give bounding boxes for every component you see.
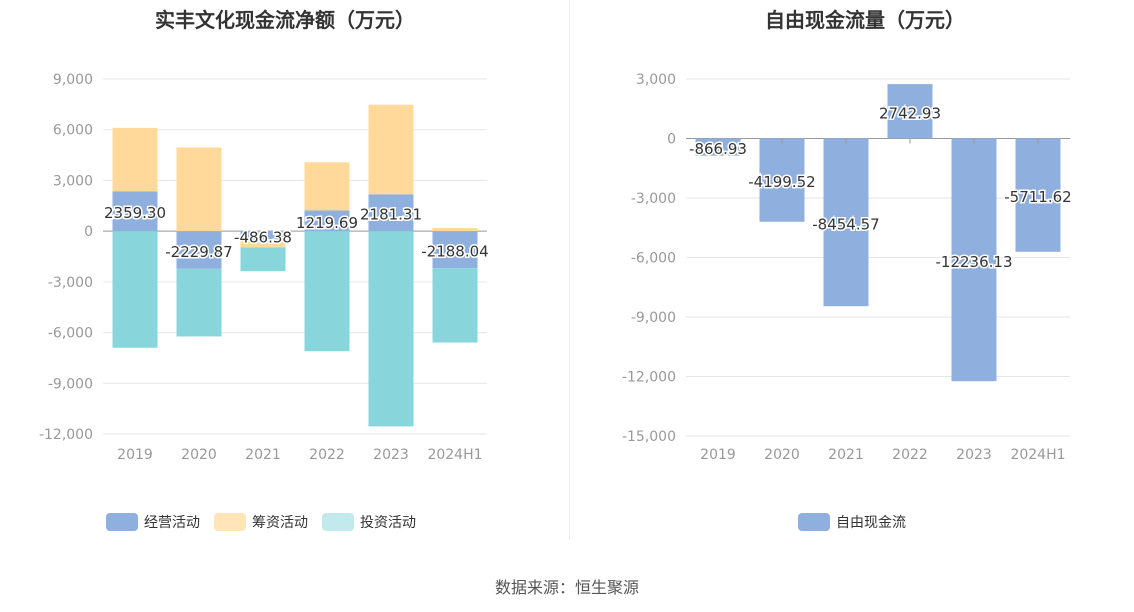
left-y-tick-label: -3,000 xyxy=(48,275,93,291)
legend-swatch-investing xyxy=(322,513,354,531)
legend-item-operating[interactable]: 经营活动 xyxy=(106,512,200,532)
left-y-tick-label: 6,000 xyxy=(53,123,93,139)
right-bar xyxy=(823,138,869,307)
left-bar-segment xyxy=(368,194,414,232)
data-source: 数据来源：恒生聚源 xyxy=(494,578,639,597)
left-bar-segment xyxy=(304,231,350,352)
legend-item-free-cash-flow[interactable]: 自由现金流 xyxy=(798,512,906,532)
left-x-tick-label: 2019 xyxy=(117,447,153,463)
right-x-tick-label: 2024H1 xyxy=(1010,447,1065,463)
left-y-tick-label: -9,000 xyxy=(48,376,93,392)
left-x-tick-label: 2024H1 xyxy=(427,447,482,463)
left-bar-segment xyxy=(176,268,222,337)
left-bar-segment xyxy=(176,231,222,269)
right-bar xyxy=(951,138,997,382)
left-bar-segment xyxy=(432,268,478,343)
right-bar xyxy=(759,138,805,222)
left-data-label: -486.38 xyxy=(234,228,292,246)
left-data-label: 1219.69 xyxy=(296,214,358,232)
right-y-tick-label: 0 xyxy=(667,132,676,148)
left-x-tick-label: 2021 xyxy=(245,447,281,463)
right-data-label: -4199.52 xyxy=(748,173,815,191)
right-x-tick-label: 2019 xyxy=(700,447,736,463)
left-x-tick-label: 2023 xyxy=(373,447,409,463)
left-bar-segment xyxy=(112,231,158,348)
right-bar xyxy=(887,84,933,139)
right-bar xyxy=(1015,138,1061,252)
legend-item-investing[interactable]: 投资活动 xyxy=(322,512,416,532)
right-data-label: -5711.62 xyxy=(1004,188,1071,206)
left-bar-segment xyxy=(368,231,414,427)
legend-swatch-free-cash-flow xyxy=(798,513,830,531)
right-data-label: -866.93 xyxy=(689,140,747,158)
right-x-tick-label: 2022 xyxy=(892,447,928,463)
left-bar-segment xyxy=(240,247,286,272)
right-x-tick-label: 2020 xyxy=(764,447,800,463)
right-x-tick-label: 2023 xyxy=(956,447,992,463)
left-x-tick-label: 2020 xyxy=(181,447,217,463)
legend-label-operating: 经营活动 xyxy=(144,515,200,531)
right-legend: 自由现金流 xyxy=(798,512,920,532)
right-x-tick-label: 2021 xyxy=(828,447,864,463)
left-chart-title: 实丰文化现金流净额（万元） xyxy=(155,8,415,32)
right-data-label: 2742.93 xyxy=(879,104,941,122)
left-legend: 经营活动 筹资活动 投资活动 xyxy=(106,512,430,532)
legend-label-free-cash-flow: 自由现金流 xyxy=(836,515,906,531)
left-data-label: -2229.87 xyxy=(165,243,232,261)
left-bar-segment xyxy=(432,231,478,269)
left-bar-segment xyxy=(240,231,286,240)
left-bar-segment xyxy=(304,162,350,211)
left-bar-segment xyxy=(112,127,158,192)
left-bar-segment xyxy=(176,147,222,232)
right-data-label: -12236.13 xyxy=(936,253,1013,271)
right-data-label: -8454.57 xyxy=(812,215,879,233)
left-data-label: -2188.04 xyxy=(421,243,488,261)
right-y-tick-label: -3,000 xyxy=(631,191,676,207)
legend-label-financing: 筹资活动 xyxy=(252,515,308,531)
right-y-tick-label: -15,000 xyxy=(622,429,676,445)
left-bar-segment xyxy=(432,228,478,232)
left-bar-segment xyxy=(240,239,286,248)
left-y-tick-label: -12,000 xyxy=(39,427,93,443)
left-y-tick-label: 3,000 xyxy=(53,173,93,189)
legend-swatch-operating xyxy=(106,513,138,531)
left-bar-segment xyxy=(112,191,158,232)
left-y-tick-label: 0 xyxy=(84,224,93,240)
left-bar-segment xyxy=(304,210,350,232)
right-bar xyxy=(695,138,741,156)
panel-divider xyxy=(569,0,570,540)
right-y-tick-label: 3,000 xyxy=(636,72,676,88)
right-y-tick-label: -6,000 xyxy=(631,251,676,267)
legend-item-financing[interactable]: 筹资活动 xyxy=(214,512,308,532)
left-y-tick-label: 9,000 xyxy=(53,72,93,88)
right-chart-title: 自由现金流量（万元） xyxy=(765,8,965,32)
right-y-tick-label: -9,000 xyxy=(631,310,676,326)
legend-swatch-financing xyxy=(214,513,246,531)
left-x-tick-label: 2022 xyxy=(309,447,345,463)
left-bar-segment xyxy=(368,104,414,195)
legend-label-investing: 投资活动 xyxy=(360,515,416,531)
left-data-label: 2359.30 xyxy=(104,204,166,222)
right-y-tick-label: -12,000 xyxy=(622,370,676,386)
left-data-label: 2181.31 xyxy=(360,206,422,224)
left-y-tick-label: -6,000 xyxy=(48,326,93,342)
